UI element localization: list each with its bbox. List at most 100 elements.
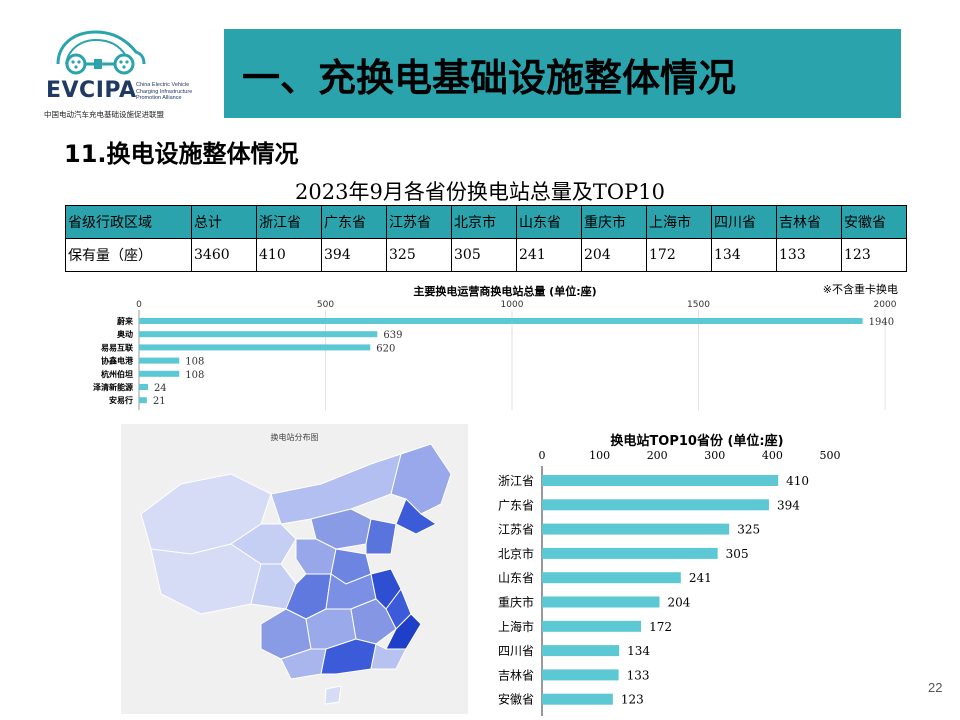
x-tick-label: 400 <box>762 449 783 462</box>
table-header-cell: 山东省 <box>516 205 582 239</box>
table-cell: 394 <box>321 238 387 272</box>
x-tick-label: 500 <box>820 449 841 462</box>
bar <box>542 499 769 511</box>
operator-bar-chart: 主要换电运营商换电站总量 (单位:座) ※不含重卡换电 0 500 1000 1500… <box>60 280 910 415</box>
data-label: 21 <box>153 396 166 407</box>
x-tick-label: 1500 <box>687 300 710 310</box>
page-number: 22 <box>928 680 943 695</box>
slide-title-band: 一、充换电基础设施整体情况 <box>224 29 901 118</box>
bar <box>139 370 180 377</box>
data-label: 204 <box>668 596 691 610</box>
x-tick-label: 0 <box>136 300 142 310</box>
table-header-cell: 吉林省 <box>776 205 842 239</box>
table-cell: 134 <box>711 238 777 272</box>
bar <box>139 397 147 404</box>
operator-chart-svg: 0 500 1000 1500 2000 蔚来 1940 奥动 639 易易互联 620 协鑫电港 10… <box>93 300 897 410</box>
province-table: 省级行政区域 总计 浙江省 广东省 江苏省 北京市 山东省 重庆市 上海市 四川… <box>65 205 907 272</box>
table-cell: 241 <box>516 238 582 272</box>
data-label: 133 <box>627 668 650 682</box>
logo-brand: EVCIPA <box>46 78 137 103</box>
slide-title: 一、充换电基础设施整体情况 <box>242 56 737 100</box>
map-title: 换电站分布图 <box>270 433 319 442</box>
category-label: 重庆市 <box>498 595 534 610</box>
data-label: 1940 <box>869 317 894 328</box>
table-cell: 410 <box>256 238 322 272</box>
bar <box>139 318 863 324</box>
table-header-cell: 四川省 <box>711 205 777 239</box>
table-cell: 3460 <box>191 238 257 272</box>
data-label: 241 <box>689 571 712 585</box>
table-header-cell: 安徽省 <box>841 205 907 239</box>
car-plug-logo-icon <box>56 30 146 75</box>
table-header-cell: 总计 <box>191 205 257 239</box>
table-header-cell: 省级行政区域 <box>65 205 192 239</box>
data-label: 639 <box>383 330 402 341</box>
bar <box>139 331 378 338</box>
bar <box>542 475 779 486</box>
bar <box>139 344 371 351</box>
data-label: 172 <box>649 620 672 634</box>
operator-chart-note: ※不含重卡换电 <box>822 283 898 296</box>
logo-chinese-name: 中国电动汽车充电基础设施促进联盟 <box>44 110 164 119</box>
evcipa-logo: EVCIPA China Electric Vehicle Charging I… <box>40 26 210 122</box>
table-cell: 325 <box>386 238 452 272</box>
bar <box>542 547 718 559</box>
data-label: 123 <box>621 693 644 707</box>
table-header-cell: 重庆市 <box>581 205 647 239</box>
category-label: 协鑫电港 <box>101 356 134 366</box>
table-cell: 305 <box>451 238 517 272</box>
table-cell: 123 <box>841 238 907 272</box>
x-tick-label: 0 <box>539 449 546 462</box>
data-label: 108 <box>185 370 204 381</box>
top10-bar-chart: 换电站TOP10省份 (单位:座) 0 100 200 300 400 500 浙江省 410… <box>486 428 846 718</box>
data-label: 394 <box>777 498 800 512</box>
x-tick-label: 2000 <box>874 300 897 310</box>
data-label: 325 <box>737 523 760 537</box>
table-cell: 保有量（座） <box>65 238 192 272</box>
data-label: 108 <box>185 357 204 368</box>
category-label: 安易行 <box>109 395 133 405</box>
bar <box>542 645 620 657</box>
category-label: 蔚来 <box>117 316 134 326</box>
section-title: 11.换电设施整体情况 <box>64 140 299 168</box>
table-header-cell: 北京市 <box>451 205 517 239</box>
table-header-row: 省级行政区域 总计 浙江省 广东省 江苏省 北京市 山东省 重庆市 上海市 四川… <box>65 205 907 239</box>
table-title: 2023年9月各省份换电站总量及TOP10 <box>295 180 665 204</box>
x-tick-label: 1000 <box>501 300 524 310</box>
data-label: 24 <box>154 383 167 394</box>
top10-chart-title: 换电站TOP10省份 (单位:座) <box>610 434 784 449</box>
category-label: 杭州伯坦 <box>101 369 133 379</box>
table-header-cell: 上海市 <box>646 205 712 239</box>
table-cell: 133 <box>776 238 842 272</box>
data-label: 620 <box>376 343 395 354</box>
bar <box>542 596 660 608</box>
table-cell: 172 <box>646 238 712 272</box>
x-tick-label: 200 <box>647 449 668 462</box>
bar <box>542 669 619 681</box>
top10-chart-svg: 0 100 200 300 400 500 浙江省 410 广东省 394 江苏省 325 北京市 305… <box>498 449 841 716</box>
logo-english-name: China Electric Vehicle Charging Infrastr… <box>136 82 193 101</box>
bar <box>542 572 681 584</box>
x-tick-label: 100 <box>589 449 610 462</box>
china-map-icon <box>140 443 452 705</box>
table-header-cell: 浙江省 <box>256 205 322 239</box>
bar <box>542 523 730 535</box>
data-label: 410 <box>786 474 809 488</box>
category-label: 江苏省 <box>498 523 534 537</box>
x-tick-label: 300 <box>704 449 725 462</box>
category-label: 浙江省 <box>498 474 534 488</box>
category-label: 山东省 <box>498 571 534 585</box>
bar <box>542 620 642 632</box>
data-label: 305 <box>726 547 749 561</box>
category-label: 奥动 <box>116 329 133 339</box>
category-label: 易易互联 <box>101 342 133 352</box>
bar <box>139 357 180 364</box>
table-header-cell: 广东省 <box>321 205 387 239</box>
operator-chart-title: 主要换电运营商换电站总量 (单位:座) <box>413 285 597 298</box>
table-row: 保有量（座） 3460 410 394 325 305 241 204 172 … <box>65 238 907 272</box>
category-label: 广东省 <box>498 498 534 512</box>
category-label: 北京市 <box>498 546 534 561</box>
data-label: 134 <box>627 644 650 658</box>
category-label: 吉林省 <box>498 668 534 682</box>
table-cell: 204 <box>581 238 647 272</box>
